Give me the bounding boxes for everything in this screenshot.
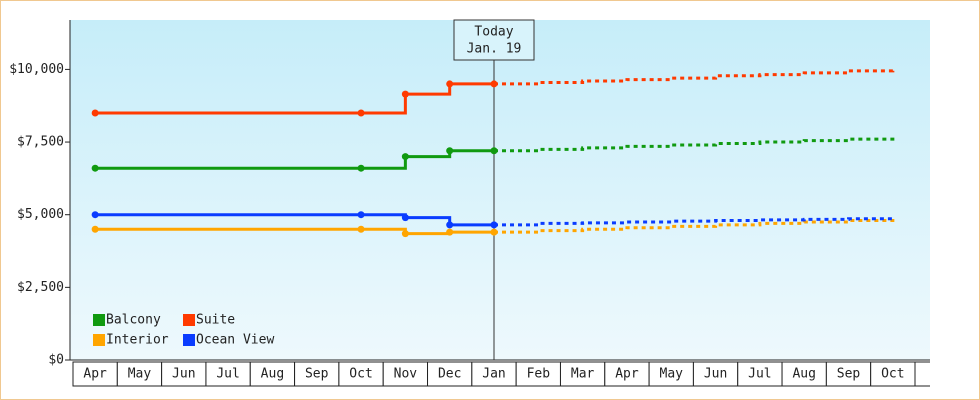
- legend-swatch: [183, 334, 195, 346]
- price-line: [95, 213, 494, 227]
- legend-label: Suite: [196, 313, 235, 328]
- x-category-box: [604, 361, 650, 387]
- legend-swatch: [183, 314, 195, 326]
- plot-area: [70, 20, 930, 360]
- price-point: [91, 211, 99, 219]
- x-category-box: [116, 361, 163, 387]
- x-tick-label: Feb: [527, 367, 551, 382]
- price-point: [91, 225, 99, 233]
- price-point: [446, 80, 454, 88]
- x-tick-label: Jul: [748, 367, 771, 382]
- price-point: [401, 214, 409, 222]
- price-point: [357, 164, 365, 172]
- legend-swatch: [93, 334, 105, 346]
- x-tick-label: Jun: [172, 367, 195, 382]
- x-tick-label: Nov: [394, 367, 418, 382]
- price-point: [401, 153, 409, 161]
- x-tick-label: May: [128, 367, 152, 382]
- price-line: [95, 82, 494, 115]
- x-tick-label: Dec: [438, 367, 461, 382]
- x-tick-label: Aug: [261, 367, 284, 382]
- legend-label: Ocean View: [196, 333, 274, 348]
- projection-line: [494, 219, 895, 234]
- x-tick-label: Mar: [571, 367, 595, 382]
- legend-label: Balcony: [106, 313, 161, 328]
- annotation: Today: [474, 25, 513, 40]
- x-category-box: [72, 361, 118, 387]
- x-tick-label: Oct: [349, 367, 372, 382]
- x-tick-label: Sep: [837, 367, 861, 382]
- x-tick-label: Oct: [881, 367, 904, 382]
- x-category-box: [870, 361, 916, 387]
- x-tick-label: Jun: [704, 367, 727, 382]
- projection-line: [494, 217, 895, 227]
- projection-line: [494, 136, 895, 153]
- price-point: [357, 225, 365, 233]
- y-tick-label: $5,000: [17, 207, 64, 222]
- x-category-box: [161, 361, 207, 387]
- price-point: [357, 211, 365, 219]
- price-point: [446, 221, 454, 229]
- x-category-box: [471, 361, 517, 387]
- x-tick-label: Jan: [482, 367, 505, 382]
- x-category-box: [825, 361, 872, 387]
- x-category-box: [382, 361, 429, 387]
- x-category-box: [249, 361, 296, 387]
- y-tick-label: $7,500: [17, 135, 64, 150]
- x-category-box: [737, 361, 783, 387]
- price-point: [401, 230, 409, 238]
- price-point: [357, 109, 365, 117]
- price-point: [446, 228, 454, 236]
- projection-line: [494, 67, 895, 86]
- x-tick-label: Apr: [83, 367, 107, 382]
- x-tick-label: Jul: [216, 367, 239, 382]
- price-point: [91, 164, 99, 172]
- x-tick-label: Apr: [615, 367, 639, 382]
- y-tick-label: $10,000: [9, 62, 64, 77]
- price-point: [91, 109, 99, 117]
- price-point: [446, 147, 454, 155]
- price-point: [401, 90, 409, 98]
- x-category-box: [692, 361, 739, 387]
- y-tick-label: $2,500: [17, 280, 64, 295]
- annotation: Jan. 19: [467, 42, 522, 57]
- today-box: [453, 19, 535, 61]
- y-tick-label: $0: [48, 353, 64, 368]
- price-line: [95, 149, 494, 170]
- legend-swatch: [93, 314, 105, 326]
- x-tick-label: Sep: [305, 367, 329, 382]
- legend-label: Interior: [106, 333, 169, 348]
- x-tick-label: Aug: [792, 367, 815, 382]
- x-tick-label: May: [660, 367, 684, 382]
- x-category-box: [559, 361, 606, 387]
- x-category-box: [205, 361, 251, 387]
